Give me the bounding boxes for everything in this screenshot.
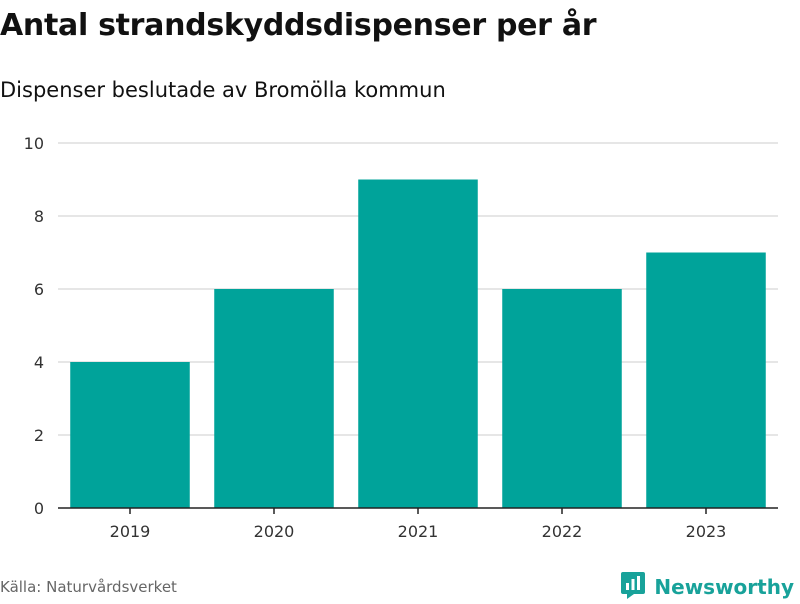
x-tick-label: 2020: [254, 522, 295, 541]
chart-subtitle: Dispenser beslutade av Bromölla kommun: [0, 78, 446, 102]
source-note: Källa: Naturvårdsverket: [0, 578, 177, 596]
bar-2021: [358, 179, 478, 508]
brand-logo[interactable]: Newsworthy: [620, 570, 794, 604]
bar-2020: [214, 289, 334, 508]
newsworthy-logo-icon: [620, 570, 646, 604]
bar-2019: [70, 362, 190, 508]
y-tick-label: 0: [34, 499, 44, 518]
bar-2022: [502, 289, 622, 508]
y-tick-label: 10: [24, 134, 44, 153]
brand-name: Newsworthy: [654, 575, 794, 599]
x-tick-label: 2023: [686, 522, 727, 541]
y-tick-label: 4: [34, 353, 44, 372]
x-tick-label: 2019: [110, 522, 151, 541]
x-tick-label: 2021: [398, 522, 439, 541]
x-tick-label: 2022: [542, 522, 583, 541]
y-tick-label: 2: [34, 426, 44, 445]
y-tick-label: 6: [34, 280, 44, 299]
bar-2023: [646, 252, 766, 508]
bar-chart: 0 2 4 6 8 10 2019 2020 2021 2022 2023: [24, 134, 778, 541]
y-tick-label: 8: [34, 207, 44, 226]
chart-title: Antal strandskyddsdispenser per år: [0, 8, 597, 43]
